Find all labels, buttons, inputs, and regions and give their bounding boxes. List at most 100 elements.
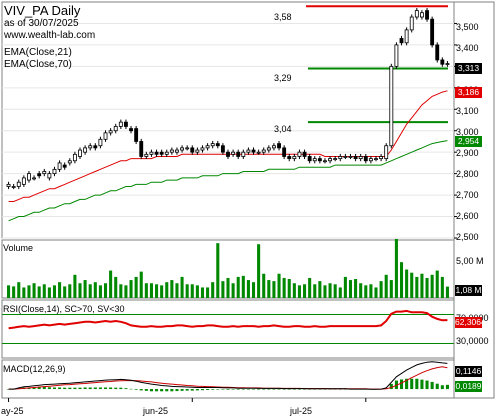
pane-frame: [1, 359, 455, 399]
macd-histogram-bar: [272, 389, 276, 390]
macd-histogram-bar: [241, 389, 245, 390]
macd-histogram-bar: [277, 389, 281, 390]
candle-body: [72, 153, 77, 162]
volume-bar: [384, 274, 388, 298]
volume-bar: [399, 262, 404, 298]
candle-body: [297, 151, 302, 157]
volume-bar: [348, 280, 353, 298]
y-tick-label: 3,000: [456, 127, 479, 137]
macd-histogram-bar: [37, 387, 41, 390]
volume-bar: [47, 287, 51, 298]
macd-histogram-bar: [160, 389, 164, 392]
candle-body: [266, 147, 271, 151]
ema70-legend: EMA(Close,70): [4, 59, 72, 70]
ema70-value-badge: 2,954: [455, 136, 482, 147]
volume-bar: [246, 280, 250, 298]
candle-body: [37, 173, 42, 177]
macd-histogram-bar: [78, 387, 82, 390]
macd-histogram-bar: [440, 385, 444, 390]
candle-body: [118, 121, 123, 127]
candle-body: [261, 149, 266, 153]
volume-bar: [323, 285, 327, 298]
candle-body: [307, 156, 312, 162]
volume-bar: [190, 284, 194, 298]
volume-bar: [114, 276, 118, 298]
volume-pane-label: Volume: [3, 243, 34, 253]
candle-body: [32, 177, 36, 180]
candle-body: [271, 145, 276, 149]
volume-bar: [129, 280, 133, 298]
last-price-badge: 3,313: [455, 63, 482, 74]
candle-body: [414, 10, 419, 18]
candle-body: [292, 156, 297, 160]
volume-bar: [144, 283, 148, 298]
volume-bar: [231, 283, 235, 298]
candle-body: [419, 12, 424, 18]
volume-bar: [180, 276, 184, 298]
volume-bar: [374, 287, 378, 298]
volume-bar: [425, 277, 429, 298]
volume-bar: [155, 284, 159, 298]
volume-bar: [22, 287, 26, 298]
candle-body: [430, 18, 435, 46]
volume-bar: [338, 287, 342, 298]
macd-histogram-bar: [420, 379, 424, 390]
volume-bar: [303, 284, 307, 298]
macd-histogram-bar: [155, 389, 159, 392]
candle-body: [302, 151, 307, 157]
volume-bar: [445, 286, 449, 298]
macd-histogram-bar: [47, 387, 51, 390]
volume-bar: [160, 285, 164, 298]
volume-bar: [221, 281, 225, 298]
macd-histogram-bar: [103, 387, 108, 390]
macd-histogram-bar: [389, 383, 393, 390]
volume-bar: [216, 243, 220, 298]
macd-histogram-bar: [287, 389, 291, 390]
volume-bar: [88, 284, 92, 298]
candle-body: [57, 162, 62, 170]
macd-histogram-bar: [405, 378, 409, 390]
y-tick-label: 2,800: [456, 169, 479, 179]
volume-bar: [195, 285, 199, 298]
volume-bar: [139, 271, 143, 298]
candle-body: [6, 183, 11, 187]
volume-bar: [267, 280, 271, 298]
candle-body: [379, 156, 384, 160]
volume-bar: [379, 281, 383, 298]
macd-histogram-bar: [318, 389, 322, 390]
macd-histogram-bar: [63, 387, 67, 390]
macd-histogram-bar: [267, 389, 271, 390]
candle-body: [175, 149, 179, 153]
macd-histogram-bar: [129, 388, 133, 390]
volume-bar: [211, 282, 215, 298]
candle-body: [348, 156, 353, 158]
macd-histogram-bar: [114, 387, 118, 390]
volume-bar: [420, 273, 424, 298]
candle-body: [236, 151, 241, 157]
macd-histogram-bar: [410, 378, 414, 390]
macd-histogram-bar: [109, 387, 113, 390]
macd-histogram-bar: [119, 387, 123, 390]
macd-histogram-bar: [425, 380, 429, 390]
candle-body: [445, 63, 450, 65]
volume-bar: [318, 281, 322, 298]
candle-body: [425, 10, 429, 20]
macd-histogram-bar: [226, 389, 230, 390]
volume-bar: [241, 275, 245, 298]
volume-bar: [389, 280, 393, 298]
chart-title: VIV_PA Daily: [4, 3, 81, 18]
volume-bar: [52, 285, 57, 298]
candle-body: [333, 158, 338, 161]
volume-bar: [175, 283, 179, 298]
candle-body: [134, 128, 139, 142]
volume-bar: [251, 282, 256, 298]
candle-body: [190, 147, 195, 153]
candle-body: [404, 29, 409, 44]
candle-body: [83, 147, 88, 153]
macd-value-badge: 0,1146: [455, 366, 482, 377]
candle-body: [399, 38, 404, 44]
volume-bar: [32, 283, 36, 298]
volume-bar: [369, 284, 373, 298]
volume-bar: [287, 279, 291, 298]
ema21-line: [8, 90, 448, 202]
